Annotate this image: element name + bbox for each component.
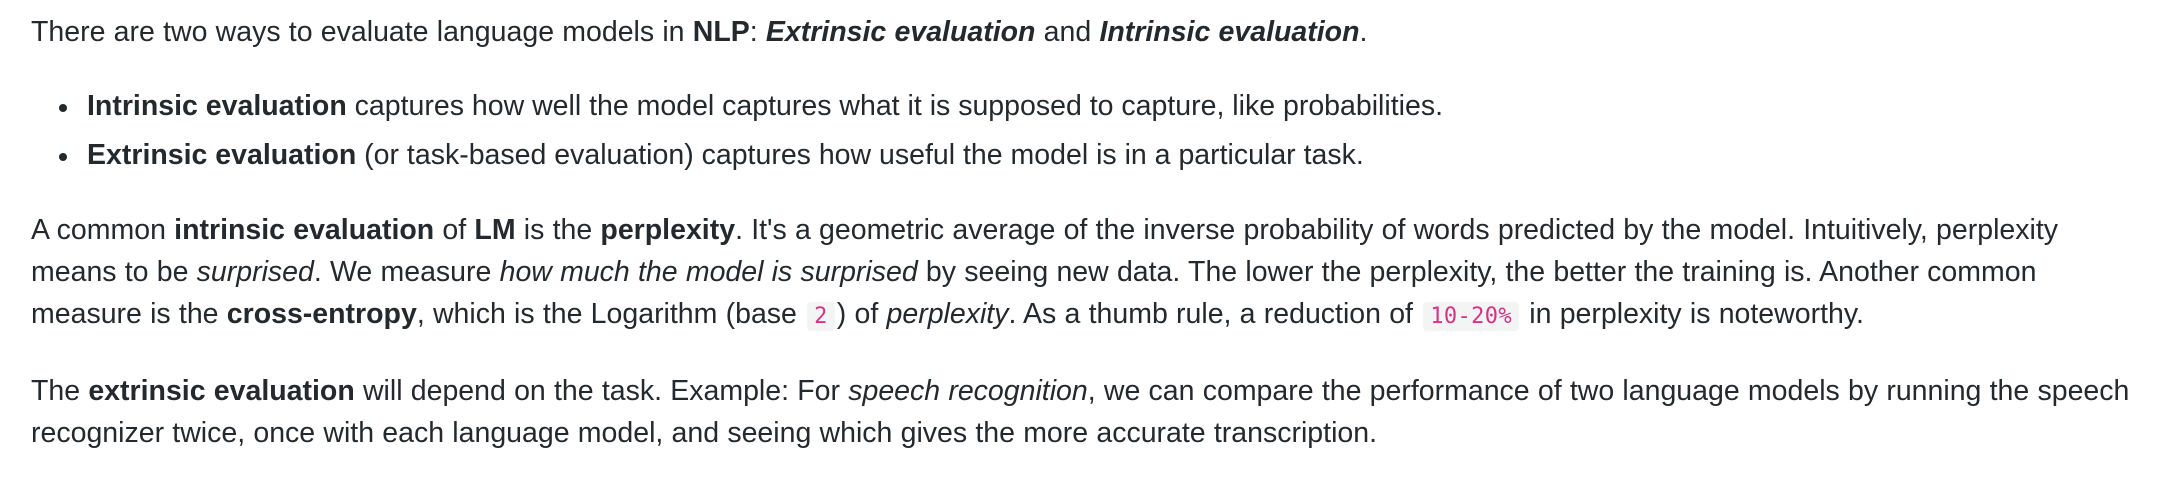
term-perplexity: perplexity	[600, 214, 736, 246]
emphasis-surprised: surprised	[196, 256, 314, 288]
list-item-term: Intrinsic evaluation	[87, 90, 347, 122]
perplexity-text-7: , which is the Logarithm (base	[416, 298, 806, 330]
term-extrinsic-evaluation: extrinsic evaluation	[88, 375, 355, 407]
perplexity-text-8: ) of	[836, 298, 887, 330]
term-lm: LM	[474, 214, 516, 246]
intro-text-4: .	[1359, 16, 1368, 48]
emphasis-perplexity: perplexity	[886, 298, 1009, 330]
list-item-text: (or task-based evaluation) captures how …	[356, 139, 1364, 171]
intro-text-1: There are two ways to evaluate language …	[31, 16, 693, 48]
inline-code-base: 2	[807, 302, 835, 331]
perplexity-paragraph: A common intrinsic evaluation of LM is t…	[31, 209, 2151, 338]
intro-term-intrinsic: Intrinsic evaluation	[1099, 16, 1360, 48]
perplexity-text-10: in perplexity is noteworthy.	[1521, 298, 1864, 330]
extrinsic-text-2: will depend on the task. Example: For	[354, 375, 849, 407]
intro-term-nlp: NLP	[692, 16, 750, 48]
perplexity-text-4: . It's a geometric average of the invers…	[31, 214, 2059, 288]
emphasis-how-much-surprised: how much the model is surprised	[499, 256, 918, 288]
perplexity-text-3: is the	[515, 214, 601, 246]
evaluation-types-list: Intrinsic evaluation captures how well t…	[31, 85, 2147, 176]
list-item-extrinsic: Extrinsic evaluation (or task-based eval…	[59, 134, 2147, 176]
intro-term-extrinsic: Extrinsic evaluation	[765, 16, 1036, 48]
perplexity-text-6: by seeing new data. The lower the perple…	[31, 256, 2037, 330]
perplexity-text-2: of	[434, 214, 475, 246]
perplexity-text-1: A common	[31, 214, 175, 246]
term-cross-entropy: cross-entropy	[226, 298, 417, 330]
perplexity-text-5: . We measure	[313, 256, 500, 288]
emphasis-speech-recognition: speech recognition	[848, 375, 1088, 407]
perplexity-text-9: . As a thumb rule, a reduction of	[1008, 298, 1422, 330]
term-intrinsic-evaluation: intrinsic evaluation	[174, 214, 435, 246]
extrinsic-text-3: , we can compare the performance of two …	[31, 375, 2130, 449]
intro-text-2: :	[749, 16, 766, 48]
extrinsic-paragraph: The extrinsic evaluation will depend on …	[31, 370, 2151, 454]
intro-paragraph: There are two ways to evaluate language …	[31, 11, 2151, 53]
list-item-text: captures how well the model captures wha…	[346, 90, 1443, 122]
intro-text-3: and	[1035, 16, 1100, 48]
extrinsic-text-1: The	[31, 375, 89, 407]
list-item-term: Extrinsic evaluation	[87, 139, 357, 171]
list-item-intrinsic: Intrinsic evaluation captures how well t…	[59, 85, 2147, 127]
inline-code-reduction: 10-20%	[1423, 302, 1520, 331]
